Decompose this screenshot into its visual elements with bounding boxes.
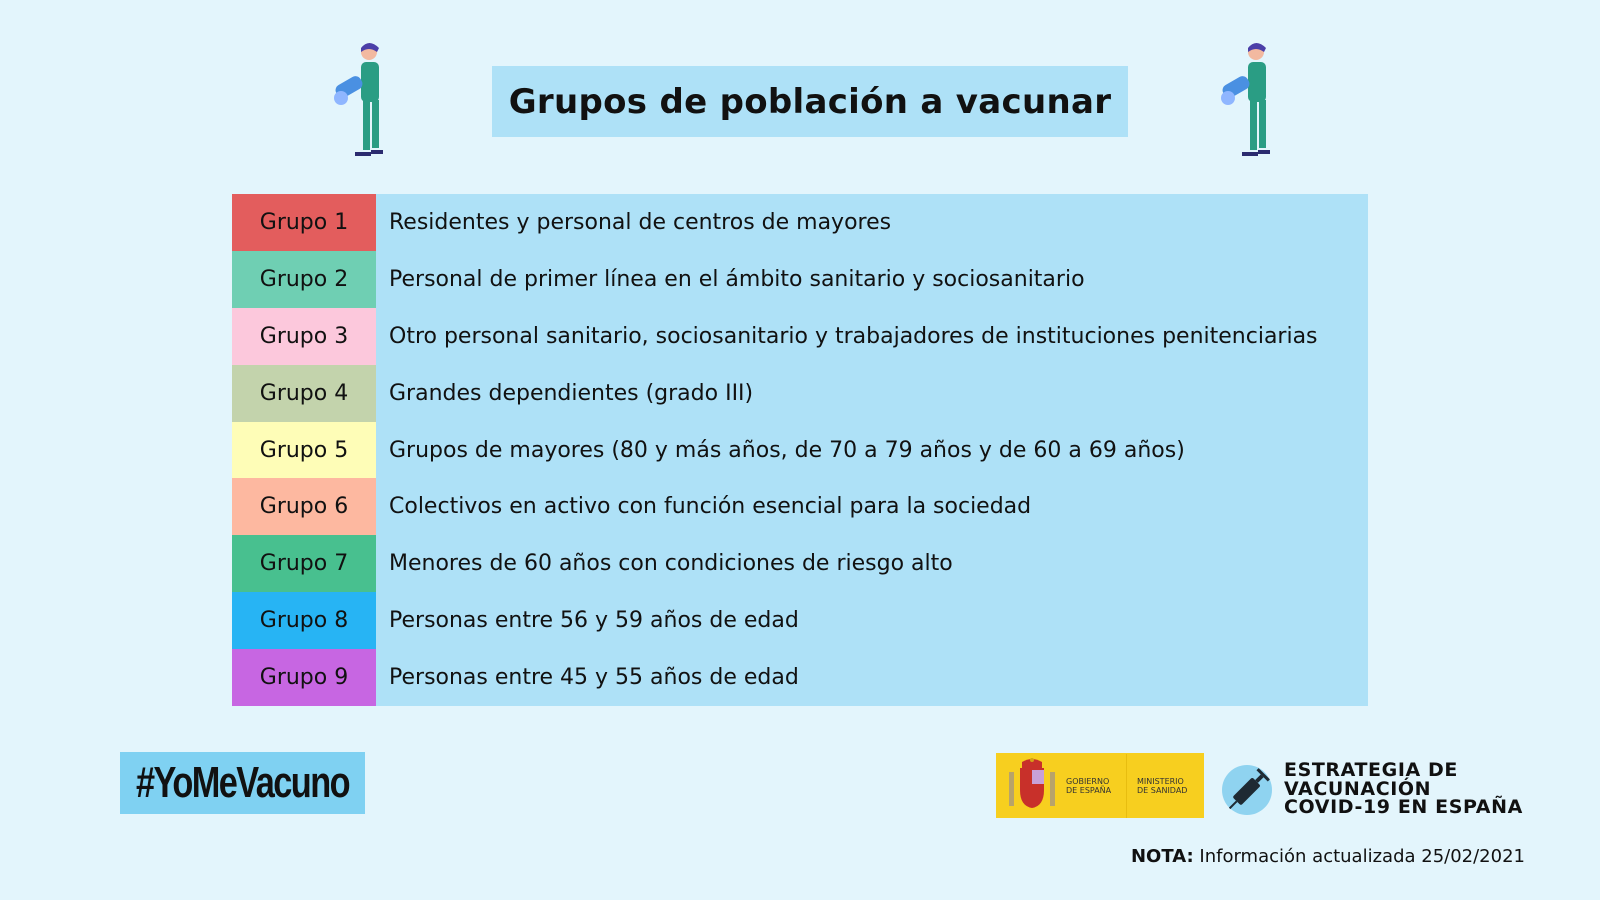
group-description: Personal de primer línea en el ámbito sa… bbox=[389, 266, 1085, 292]
nurse-illustration-left bbox=[334, 43, 383, 156]
group-row: Grupo 2 Personal de primer línea en el ám… bbox=[232, 250, 1368, 308]
group-row: Grupo 7 Menores de 60 años con condicione… bbox=[232, 535, 1368, 593]
group-row: Grupo 3 Otro personal sanitario, sociosan… bbox=[232, 307, 1368, 365]
note-label: NOTA: bbox=[1130, 846, 1194, 867]
group-label: Grupo 5 bbox=[232, 421, 376, 479]
group-row: Grupo 9 Personas entre 45 y 55 años de ed… bbox=[232, 649, 1368, 707]
gobierno-text: GOBIERNO DE ESPAÑA bbox=[1066, 776, 1112, 795]
group-label: Grupo 9 bbox=[232, 649, 376, 707]
group-row: Grupo 8 Personas entre 56 y 59 años de ed… bbox=[232, 592, 1368, 650]
group-label: Grupo 8 bbox=[232, 592, 376, 650]
coat-of-arms-icon bbox=[1009, 757, 1055, 808]
group-description: Personas entre 56 y 59 años de edad bbox=[389, 608, 799, 634]
divider bbox=[1126, 753, 1127, 818]
syringe-icon bbox=[1222, 765, 1272, 815]
note-text: Información actualizada 25/02/2021 bbox=[1193, 846, 1525, 867]
group-label: Grupo 3 bbox=[232, 307, 376, 365]
estrategia-line-3: COVID-19 EN ESPAÑA bbox=[1284, 796, 1523, 818]
ministerio-text: MINISTERIO DE SANIDAD bbox=[1137, 776, 1188, 795]
group-description: Grandes dependientes (grado III) bbox=[389, 380, 754, 406]
groups-table: Grupo 1 Residentes y personal de centros … bbox=[232, 194, 1368, 707]
group-description: Colectivos en activo con función esencia… bbox=[389, 494, 1032, 520]
estrategia-line-1: ESTRATEGIA DE bbox=[1284, 759, 1458, 781]
group-label: Grupo 6 bbox=[232, 478, 376, 536]
nurse-illustration-right bbox=[1221, 43, 1270, 156]
group-description: Otro personal sanitario, sociosanitario … bbox=[389, 323, 1318, 349]
group-description: Residentes y personal de centros de mayo… bbox=[389, 209, 892, 235]
group-description: Grupos de mayores (80 y más años, de 70 … bbox=[389, 437, 1185, 463]
group-label: Grupo 4 bbox=[232, 364, 376, 422]
group-description: Personas entre 45 y 55 años de edad bbox=[389, 665, 799, 691]
update-note: NOTA: Información actualizada 25/02/2021 bbox=[1131, 846, 1525, 867]
estrategia-line-2: VACUNACIÓN bbox=[1284, 777, 1432, 800]
group-label: Grupo 2 bbox=[232, 250, 376, 308]
group-label: Grupo 1 bbox=[232, 194, 376, 251]
group-label: Grupo 7 bbox=[232, 535, 376, 593]
group-row: Grupo 6 Colectivos en activo con función … bbox=[232, 478, 1368, 536]
hashtag-text: #YoMeVacuno bbox=[136, 758, 351, 807]
gobierno-logo: GOBIERNO DE ESPAÑA MINISTERIO DE SANIDAD bbox=[996, 753, 1204, 818]
group-description: Menores de 60 años con condiciones de ri… bbox=[389, 551, 953, 577]
group-row: Grupo 4 Grandes dependientes (grado III) bbox=[232, 364, 1368, 422]
hashtag-banner: #YoMeVacuno bbox=[120, 752, 365, 814]
page-title: Grupos de población a vacunar bbox=[508, 81, 1112, 122]
estrategia-logo-text: ESTRATEGIA DE VACUNACIÓN COVID-19 EN ESP… bbox=[1284, 761, 1523, 817]
group-row: Grupo 5 Grupos de mayores (80 y más años,… bbox=[232, 421, 1368, 479]
group-row: Grupo 1 Residentes y personal de centros … bbox=[232, 194, 1368, 251]
title-banner: Grupos de población a vacunar bbox=[492, 66, 1128, 137]
